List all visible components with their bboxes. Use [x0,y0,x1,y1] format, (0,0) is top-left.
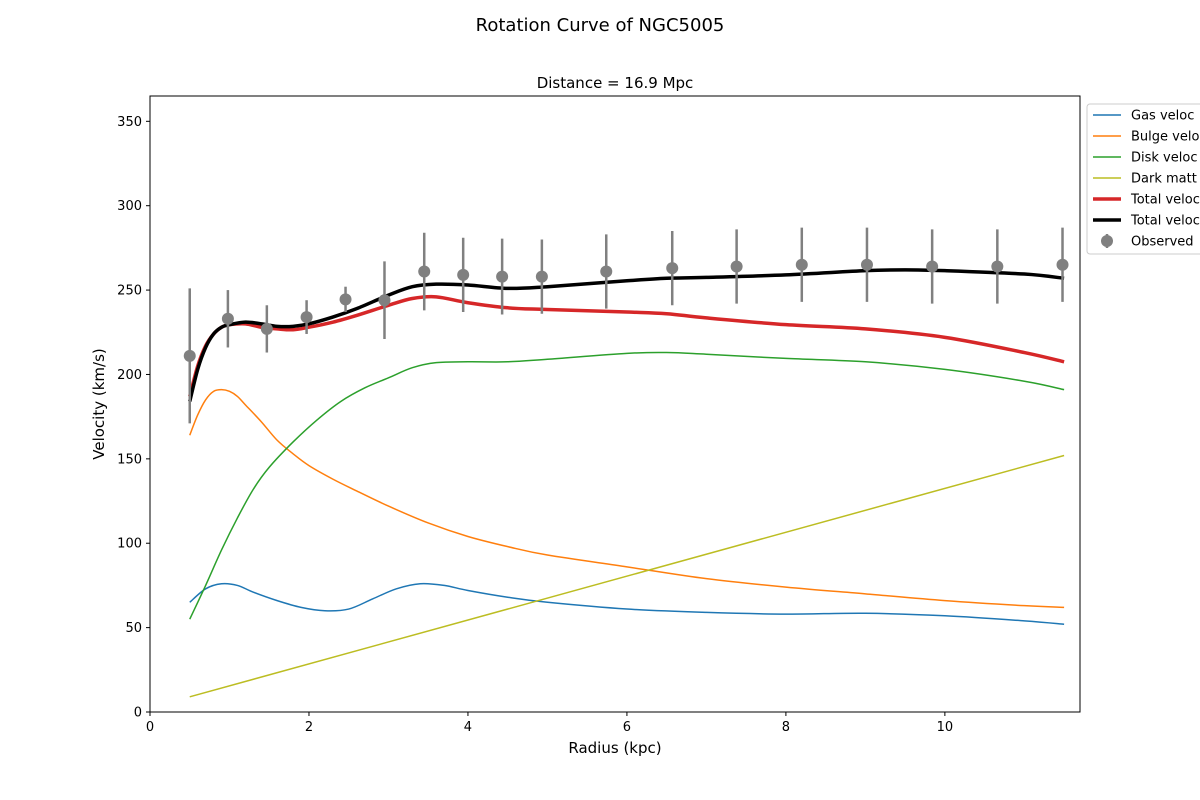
legend-label-bulge-velocity: Bulge veloc [1131,130,1200,145]
observed-point [991,260,1004,273]
x-axis-label: Radius (kpc) [568,739,661,757]
x-tick-label: 0 [146,720,154,735]
observed-point [339,293,352,306]
observed-point [535,270,548,283]
series-line-bulge-velocity [189,388,1065,609]
observed-point [1056,258,1069,271]
y-tick-label: 250 [117,284,142,299]
observed-point [860,258,873,271]
series-line-dark-matter-velocity [189,454,1065,698]
legend-box [1086,103,1200,255]
observed-point [926,260,939,273]
series-line-gas-velocity [189,582,1065,625]
observed-point [666,262,679,275]
observed-point [300,311,313,324]
observed-point [378,294,391,307]
y-tick-label: 50 [125,621,142,636]
observed-point [795,258,808,271]
legend-label-disk-velocity: Disk veloc [1131,151,1197,166]
observed-point [600,265,613,278]
observed-point [418,265,431,278]
observed-point [496,270,509,283]
observed-point [457,268,470,281]
observed-point [221,312,234,325]
y-tick-label: 200 [117,368,142,383]
x-tick-label: 2 [305,720,313,735]
legend-label-total-velocity-black: Total veloc [1130,214,1200,229]
x-tick-label: 6 [623,720,631,735]
plot-area [183,227,1069,698]
chart-subtitle: Distance = 16.9 Mpc [537,74,694,92]
y-tick-label: 300 [117,199,142,214]
axes-frame [149,95,1081,713]
y-axis-label: Velocity (km/s) [90,348,108,459]
legend-label-total-velocity-red: Total veloc [1130,193,1200,208]
legend-label-gas-velocity: Gas veloc [1131,109,1194,124]
y-tick-label: 150 [117,452,142,467]
observed-point [730,260,743,273]
x-tick-label: 10 [937,720,954,735]
observed-point [183,349,196,362]
y-tick-label: 350 [117,115,142,130]
chart-title: Rotation Curve of NGC5005 [476,15,725,36]
series-line-total-velocity-red [188,294,1065,397]
legend-swatch-observed [1101,235,1113,247]
series-line-total-velocity-black [188,268,1065,402]
x-tick-label: 8 [782,720,790,735]
y-tick-label: 0 [134,706,142,721]
legend: Gas veloc Bulge veloc Disk veloc Dark matt T… [1086,103,1200,255]
observed-point [260,322,273,335]
series-line-disk-velocity [189,351,1065,620]
y-tick-label: 100 [117,537,142,552]
legend-label-dark-matter-velocity: Dark matt [1131,172,1197,187]
x-tick-label: 4 [464,720,472,735]
legend-label-observed: Observed [1131,235,1194,250]
